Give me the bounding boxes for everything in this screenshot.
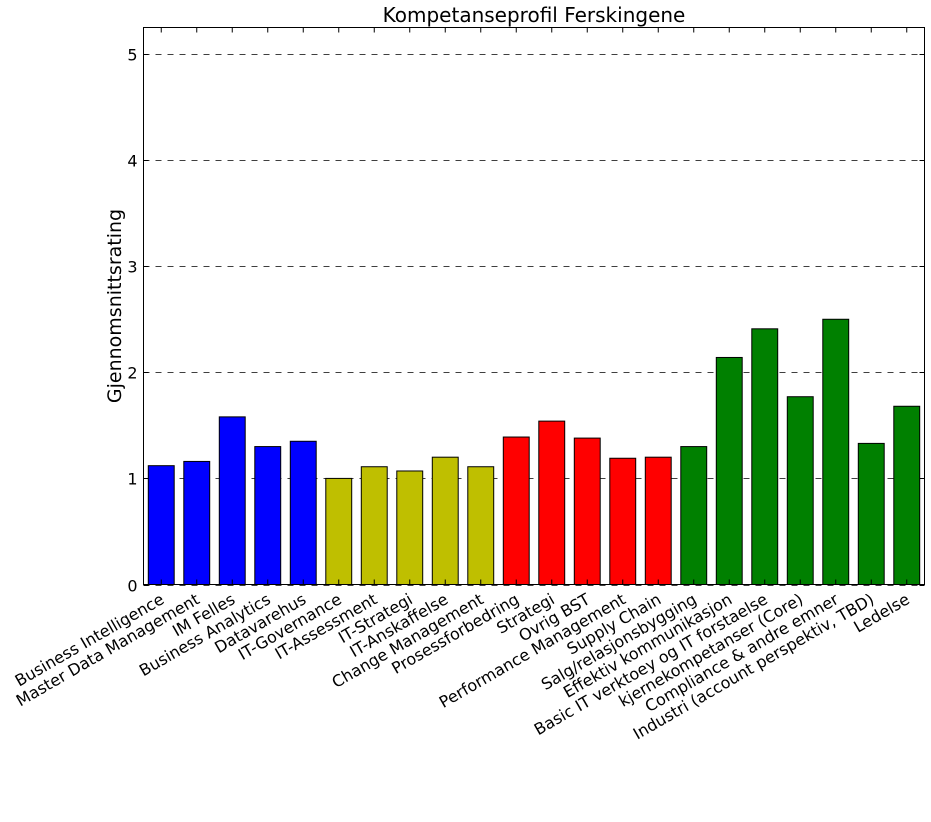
y-tick-label: 0 — [127, 577, 137, 596]
bar — [786, 396, 814, 585]
bars — [147, 318, 921, 586]
bar — [218, 416, 246, 586]
y-tick-label: 3 — [127, 258, 137, 277]
bar — [289, 440, 317, 585]
y-axis-label: Gjennomsnittsrating — [104, 209, 126, 403]
y-tick-label: 4 — [127, 152, 137, 171]
bar — [431, 456, 459, 585]
bar — [857, 442, 885, 586]
y-tick-label: 2 — [127, 364, 137, 383]
bar — [254, 446, 282, 586]
plot-frame — [143, 27, 925, 585]
bar — [538, 420, 566, 586]
chart-title: Kompetanseprofil Ferskingene — [383, 3, 686, 27]
bar — [644, 456, 672, 585]
bar — [396, 470, 424, 585]
bar — [893, 405, 921, 586]
bar — [751, 328, 779, 586]
axis-ticks — [143, 27, 925, 586]
y-tick-label: 5 — [127, 46, 137, 65]
bar — [325, 477, 353, 585]
bar — [360, 466, 388, 585]
y-tick-labels: 0 1 2 3 4 5 — [127, 46, 137, 596]
bar — [822, 318, 850, 585]
bar — [467, 466, 495, 585]
bar — [147, 465, 175, 586]
bar — [715, 356, 743, 585]
y-tick-label: 1 — [127, 470, 137, 489]
bar — [573, 437, 601, 585]
bar — [502, 436, 530, 585]
bar — [609, 457, 637, 586]
bar — [183, 460, 211, 586]
bar — [680, 446, 708, 586]
